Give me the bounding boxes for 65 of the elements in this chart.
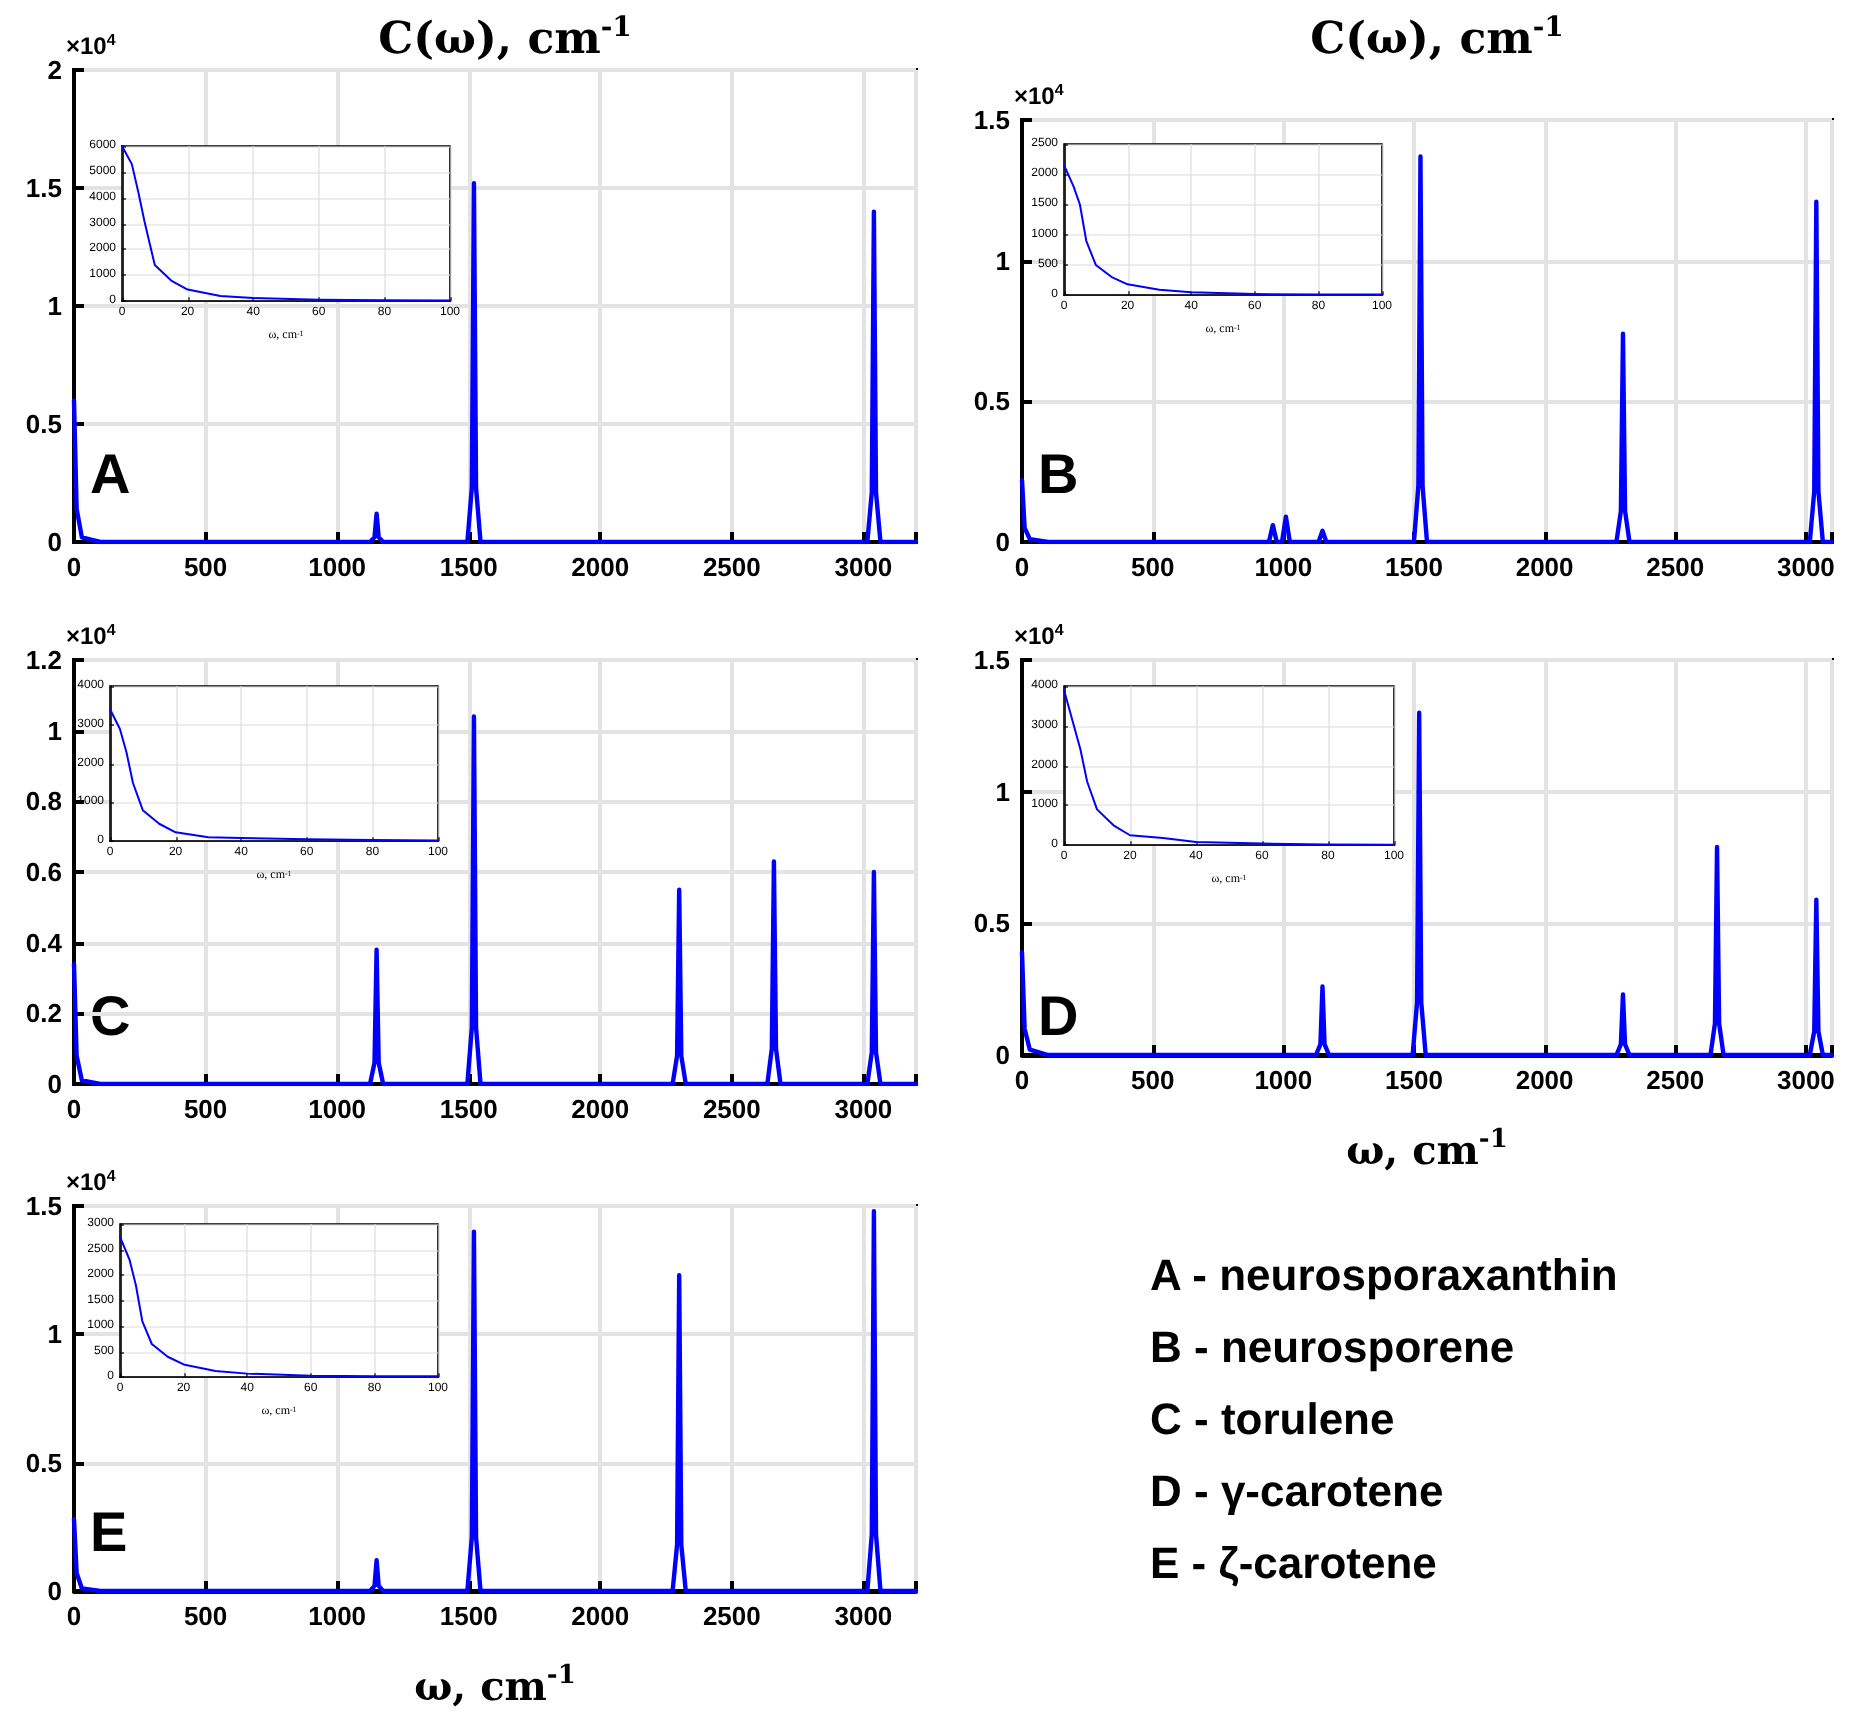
y-tick-label: 0.6 — [25, 857, 62, 887]
x-tick-label: 2500 — [1646, 1065, 1705, 1095]
y-tick-label: 0.8 — [25, 786, 62, 817]
line-series — [71, 1208, 919, 1594]
annotation: D — [1038, 985, 1079, 1047]
y-tick-label: 0.4 — [25, 927, 64, 958]
x-tick-label: 2000 — [571, 1601, 630, 1631]
x-tick-label: 2000 — [571, 1094, 630, 1124]
annotation: A — [90, 443, 131, 505]
annotation: B — [1038, 443, 1079, 505]
y-tick-label: 0 — [47, 527, 62, 557]
x-tick-label: 500 — [183, 1094, 228, 1124]
x-tick-label: 1000 — [1254, 552, 1313, 582]
y-tick-label: 1.5 — [25, 173, 62, 203]
y-tick-label: 2 — [47, 55, 62, 85]
y-tick-label: 1.5 — [973, 645, 1010, 675]
x-tick-label: 2500 — [702, 1094, 761, 1124]
y-tick-label: 1.5 — [25, 1191, 62, 1221]
x-tick-label: 500 — [1130, 552, 1175, 582]
text: D - γ-carotene — [1150, 1466, 1446, 1518]
x-tick-label: 1000 — [1254, 1065, 1313, 1095]
x-tick-label: 2000 — [1515, 552, 1574, 582]
y-tick-label: 0.5 — [973, 908, 1010, 939]
y-tick-label: 1 — [47, 715, 62, 746]
text: E - ζ-carotene — [1150, 1538, 1439, 1590]
y-tick-label: 1 — [995, 245, 1010, 276]
x-tick-label: 1000 — [308, 1601, 367, 1631]
x-tick-label: 1500 — [439, 1601, 498, 1631]
text: B - neurosporene — [1150, 1322, 1517, 1374]
line-series — [121, 145, 451, 302]
y-tick-label: 0.5 — [25, 409, 62, 439]
x-tick-label: 2500 — [702, 552, 761, 582]
annotation: E — [90, 1501, 128, 1563]
y-tick-label: 1 — [47, 1319, 62, 1350]
y-tick-label: 0.2 — [25, 998, 62, 1029]
x-tick-label: 3000 — [834, 1601, 893, 1631]
y-tick-label: 1.5 — [973, 105, 1010, 135]
x-tick-label: 2000 — [1515, 1065, 1574, 1095]
x-tick-label: 500 — [1130, 1065, 1175, 1095]
x-tick-label: 500 — [183, 1601, 228, 1631]
x-tick-label: 3000 — [1776, 1065, 1835, 1095]
y-tick-label: 1 — [47, 291, 62, 321]
x-tick-label: 1500 — [1385, 552, 1443, 582]
x-tick-label: 3000 — [1776, 552, 1835, 582]
y-tick-label: 1.2 — [25, 645, 62, 675]
y-tick-label: 0 — [995, 1040, 1010, 1070]
x-tick-label: 2500 — [1646, 552, 1705, 582]
y-tick-label: 0.5 — [973, 386, 1010, 417]
x-tick-label: 2000 — [571, 552, 630, 582]
y-tick-label: 0.5 — [25, 1447, 62, 1478]
x-tick-label: 1500 — [439, 552, 498, 582]
y-tick-label: 1 — [995, 776, 1010, 807]
x-tick-label: 1500 — [1385, 1065, 1443, 1095]
x-tick-label: 3000 — [834, 552, 893, 582]
x-tick-label: 1000 — [308, 1094, 367, 1124]
y-tick-label: 0 — [47, 1576, 62, 1606]
y-tick-label: 0 — [995, 527, 1010, 557]
text: A - neurosporaxanthin — [1150, 1250, 1620, 1302]
text: C - torulene — [1150, 1394, 1397, 1446]
x-tick-label: 500 — [183, 552, 228, 582]
line-series — [1063, 688, 1395, 846]
x-tick-label: 3000 — [834, 1094, 893, 1124]
x-tick-label: 1000 — [308, 552, 367, 582]
x-tick-label: 1500 — [439, 1094, 498, 1124]
x-tick-label: 2500 — [702, 1601, 761, 1631]
